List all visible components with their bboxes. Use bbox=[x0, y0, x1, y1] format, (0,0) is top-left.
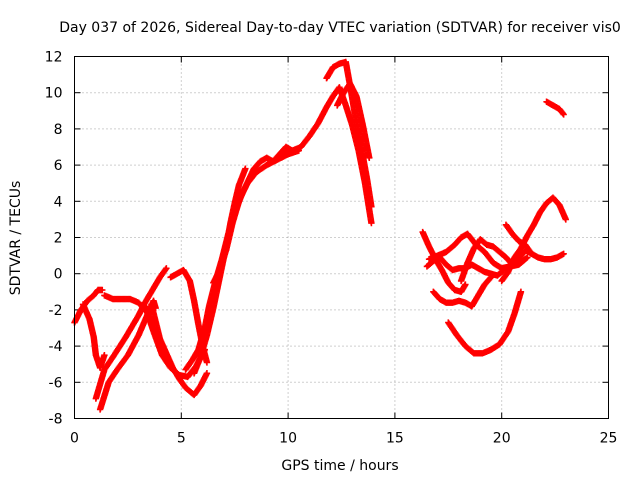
x-tick-label: 0 bbox=[70, 431, 79, 447]
x-tick-label: 25 bbox=[600, 431, 618, 447]
y-tick-label: -8 bbox=[49, 412, 63, 428]
series-pass-21 bbox=[498, 194, 569, 285]
data-point bbox=[203, 370, 211, 377]
data-point bbox=[523, 255, 530, 262]
data-point bbox=[99, 286, 106, 294]
y-tick-label: 4 bbox=[54, 194, 63, 210]
x-axis-title: GPS time / hours bbox=[281, 458, 398, 474]
data-point bbox=[524, 254, 531, 261]
series-pass-18 bbox=[425, 230, 531, 272]
x-tick-label: 20 bbox=[493, 431, 511, 447]
x-tick-label: 10 bbox=[279, 431, 297, 447]
data-point bbox=[462, 281, 469, 288]
data-point bbox=[242, 165, 249, 172]
data-point bbox=[163, 265, 170, 272]
y-tick-label: -6 bbox=[49, 375, 63, 391]
series-pass-16 bbox=[430, 274, 495, 310]
series-pass-3 bbox=[92, 265, 170, 402]
y-tick-label: 0 bbox=[54, 267, 63, 283]
y-tick-label: 2 bbox=[54, 231, 63, 247]
series-pass-14 bbox=[334, 80, 373, 162]
series-pass-1 bbox=[71, 286, 106, 326]
y-tick-label: 6 bbox=[54, 158, 63, 174]
data-markers bbox=[71, 58, 569, 413]
data-point bbox=[368, 219, 375, 227]
y-axis-title: SDTVAR / TECUs bbox=[8, 181, 24, 296]
data-point bbox=[560, 111, 567, 118]
y-tick-label: 12 bbox=[45, 50, 63, 66]
series-pass-4 bbox=[96, 297, 159, 413]
series-pass-2 bbox=[79, 301, 108, 372]
y-tick-label: -2 bbox=[49, 303, 63, 319]
y-tick-label: 10 bbox=[45, 86, 63, 102]
data-point bbox=[368, 203, 375, 210]
series-pass-11 bbox=[210, 143, 296, 286]
data-point bbox=[559, 110, 566, 117]
data-point bbox=[101, 351, 108, 359]
data-point bbox=[203, 359, 211, 366]
chart-title: Day 037 of 2026, Sidereal Day-to-day VTE… bbox=[59, 20, 621, 36]
y-tick-label: 8 bbox=[54, 122, 63, 138]
series-pass-19 bbox=[445, 288, 525, 357]
series-pass-17 bbox=[423, 254, 508, 279]
series-pass-22 bbox=[502, 221, 567, 263]
axis-ticks: 0 5 10 15 20 25 -8 -6 -4 -2 0 2 4 6 8 10 12 bbox=[45, 50, 618, 447]
series-pass-23 bbox=[543, 98, 567, 118]
x-tick-label: 15 bbox=[386, 431, 404, 447]
y-tick-label: -4 bbox=[49, 339, 63, 355]
data-point bbox=[560, 250, 567, 257]
plot-frame bbox=[74, 56, 609, 419]
grid bbox=[74, 56, 609, 419]
x-tick-label: 5 bbox=[177, 431, 186, 447]
data-point bbox=[366, 154, 373, 162]
data-point bbox=[517, 288, 525, 295]
series-pass-7 bbox=[148, 301, 211, 399]
data-point bbox=[562, 216, 569, 223]
